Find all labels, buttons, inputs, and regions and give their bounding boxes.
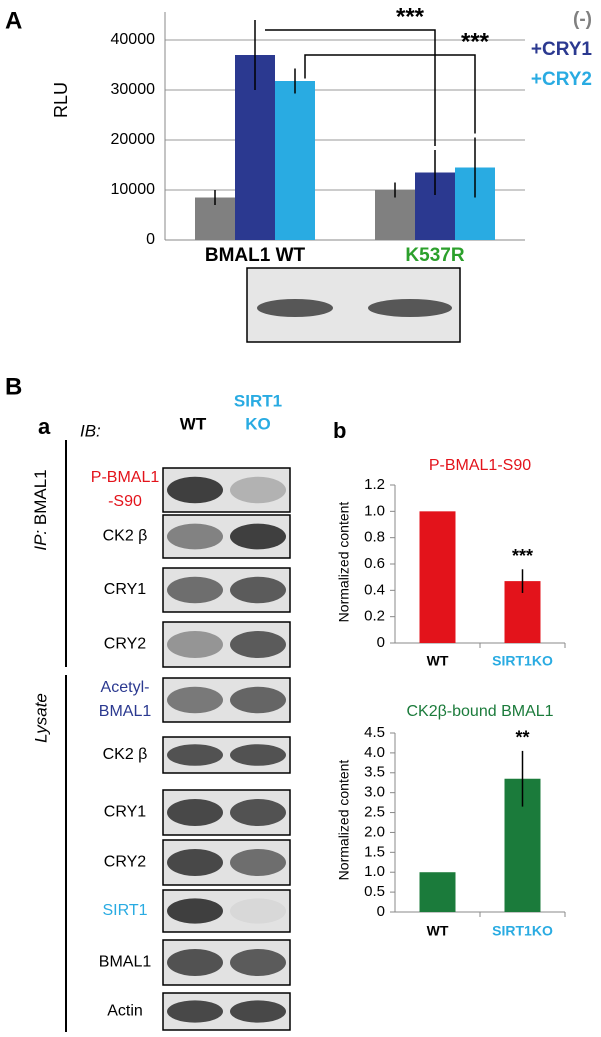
blot-band: [230, 744, 286, 766]
legend-label: +CRY1: [531, 39, 593, 60]
y-tick-label: 0.4: [364, 581, 385, 598]
y-tick-label: 2.5: [364, 804, 385, 821]
lane-label: KO: [245, 414, 271, 433]
y-tick-label: 1.0: [364, 863, 385, 880]
legend-label: +CRY2: [531, 69, 592, 90]
blot-band: [230, 1000, 286, 1023]
y-tick-label: 1.0: [364, 502, 385, 519]
y-tick-label: 0.5: [364, 883, 385, 900]
blot-label: BMAL1: [99, 703, 152, 720]
significance-label: ***: [512, 546, 533, 566]
blot-band: [230, 631, 286, 658]
y-tick-label: 2.0: [364, 823, 385, 840]
panel-label: b: [333, 418, 346, 443]
y-tick-label: 0: [377, 903, 385, 920]
y-tick-label: 0.8: [364, 529, 385, 546]
blot-band: [167, 523, 223, 550]
chart-title: P-BMAL1-S90: [429, 457, 531, 474]
blot-band: [167, 898, 223, 924]
y-axis-label: Normalized content: [336, 502, 352, 623]
ip-target: BMAL1: [31, 469, 50, 525]
ip-prefix: IP:: [31, 530, 50, 551]
bar: [419, 872, 456, 912]
blot-label: CRY2: [104, 854, 146, 871]
x-tick-label: K537R: [405, 245, 464, 266]
blot-band: [167, 631, 223, 658]
panel-label: A: [5, 7, 22, 34]
blot-band: [167, 476, 223, 504]
y-tick-label: 4.0: [364, 744, 385, 761]
blot-label: CK2 β: [103, 528, 148, 545]
blot-band: [230, 523, 286, 550]
blot-band: [167, 799, 223, 826]
blot-band: [257, 299, 333, 317]
blot-band: [230, 849, 286, 876]
blot-label: BMAL1: [99, 954, 152, 971]
y-axis-label: Normalized content: [336, 760, 352, 881]
significance-bracket: [265, 29, 436, 146]
blot-band: [230, 898, 286, 924]
blot-band: [230, 949, 286, 976]
ip-label: IP: BMAL1: [31, 469, 50, 550]
bar: [375, 190, 415, 240]
lane-label: WT: [180, 414, 207, 433]
blot-label: CK2 β: [103, 746, 148, 763]
y-tick-label: 0: [146, 231, 155, 248]
y-tick-label: 1.5: [364, 843, 385, 860]
blot-label: Actin: [107, 1003, 143, 1020]
significance-label: ***: [461, 28, 490, 55]
blot-band: [368, 299, 452, 317]
y-tick-label: 0.6: [364, 555, 385, 572]
y-tick-label: 40000: [111, 31, 156, 48]
x-tick-label: SIRT1KO: [492, 923, 553, 939]
x-tick-label: WT: [427, 653, 449, 669]
blot-band: [230, 576, 286, 604]
y-tick-label: 4.5: [364, 724, 385, 741]
blot-label: SIRT1: [102, 902, 147, 919]
y-tick-label: 10000: [111, 181, 156, 198]
panel-label: B: [5, 373, 22, 400]
blot-band: [230, 686, 286, 714]
blot-band: [230, 476, 286, 504]
x-tick-label: SIRT1KO: [492, 653, 553, 669]
lane-label: SIRT1: [234, 391, 282, 410]
blot-label: P-BMAL1: [91, 469, 160, 486]
blot-band: [167, 1000, 223, 1023]
blot-label: CRY1: [104, 804, 146, 821]
blot-band: [167, 949, 223, 976]
blot-label: CRY2: [104, 636, 146, 653]
y-axis-label: RLU: [51, 82, 71, 118]
bar: [275, 81, 315, 240]
y-tick-label: 0: [377, 634, 385, 651]
chart-title: CK2β-bound BMAL1: [406, 703, 553, 720]
y-tick-label: 3.0: [364, 784, 385, 801]
blot-band: [167, 744, 223, 766]
significance-bracket: [304, 54, 476, 134]
blot-band: [230, 799, 286, 826]
panel-label: a: [38, 414, 51, 439]
x-tick-label: BMAL1 WT: [205, 245, 306, 266]
significance-label: **: [515, 728, 529, 748]
blot-band: [167, 849, 223, 876]
blot-label: -S90: [108, 493, 142, 510]
blot-band: [167, 576, 223, 604]
y-tick-label: 30000: [111, 81, 156, 98]
x-tick-label: WT: [427, 923, 449, 939]
significance-label: ***: [396, 3, 425, 30]
y-tick-label: 0.2: [364, 608, 385, 625]
y-tick-label: 20000: [111, 131, 156, 148]
lysate-label: Lysate: [31, 693, 50, 743]
blot-label: Acetyl-: [101, 679, 150, 696]
y-tick-label: 3.5: [364, 764, 385, 781]
y-tick-label: 1.2: [364, 476, 385, 493]
legend-label: (-): [573, 9, 592, 30]
ib-label: IB:: [80, 421, 101, 440]
bar: [419, 511, 456, 643]
blot-label: CRY1: [104, 581, 146, 598]
blot-band: [167, 686, 223, 714]
